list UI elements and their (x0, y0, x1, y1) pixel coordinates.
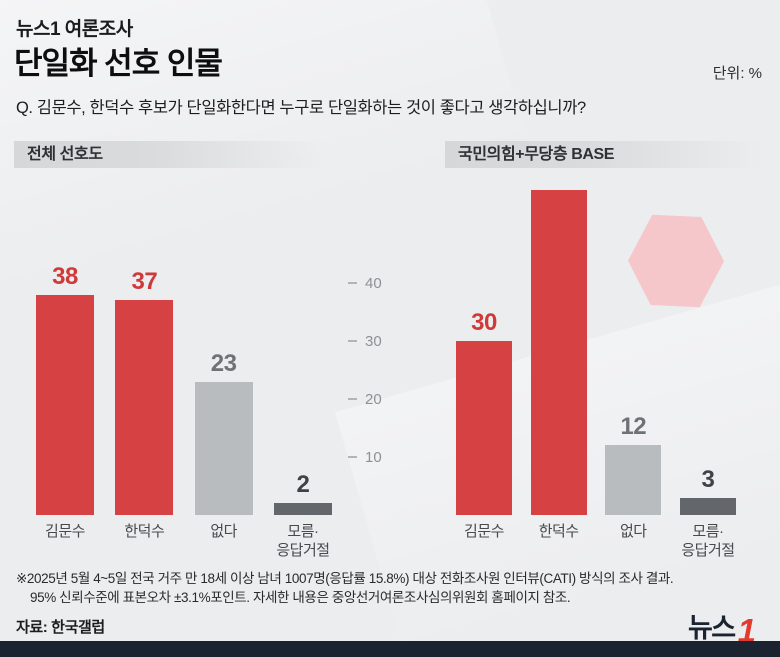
axis-tick: 30 (348, 331, 382, 351)
bar (36, 295, 94, 515)
tick-mark (348, 456, 357, 458)
bar-value-label: 23 (210, 350, 237, 377)
chart-ppp-base: 30 김문수 56한덕수 12 없다 3 모름· 응답거절 (456, 175, 736, 561)
tick-mark (348, 340, 357, 342)
tick-mark (348, 282, 357, 284)
bar (605, 445, 662, 515)
axis-tick: 10 (348, 447, 382, 467)
bar-value-label: 37 (131, 268, 158, 295)
bottom-bar (0, 641, 780, 657)
bar-group: 3 모름· 응답거절 (679, 175, 736, 561)
bar-category-label: 없다 (620, 523, 647, 540)
section-label-base: 국민의힘+무당층 BASE (445, 141, 763, 168)
source-label: 자료: 한국갤럽 (16, 619, 105, 636)
y-axis: 40 30 20 10 (348, 175, 402, 515)
bar-group: 12 없다 (605, 175, 662, 561)
bar-value-label: 3 (701, 466, 715, 493)
methodology-note-2: 95% 신뢰수준에 표본오차 ±3.1%포인트. 자세한 내용은 중앙선거여론조… (30, 590, 571, 605)
axis-tick: 20 (348, 389, 382, 409)
bar-value-label: 30 (471, 309, 497, 336)
tick-label: 20 (365, 390, 382, 408)
bar-group: 37 한덕수 (115, 175, 174, 561)
bar-group: 2 모름· 응답거절 (273, 175, 332, 561)
kicker: 뉴스1 여론조사 (16, 19, 133, 40)
tick-label: 30 (365, 332, 382, 350)
methodology-note-1: ※2025년 5월 4~5일 전국 거주 만 18세 이상 남녀 1007명(응… (16, 571, 674, 586)
section-label-base-text: 국민의힘+무당층 BASE (458, 146, 615, 163)
bar-value-label: 38 (52, 263, 78, 290)
survey-question: Q. 김문수, 한덕수 후보가 단일화한다면 누구로 단일화하는 것이 좋다고 … (16, 99, 586, 117)
bar-category-label: 김문수 (464, 523, 504, 540)
bar (194, 382, 253, 515)
tick-label: 10 (365, 448, 382, 466)
bar (273, 503, 332, 515)
bar (115, 300, 174, 515)
logo-text: 뉴스 (687, 613, 736, 643)
chart-overall-preference: 38 김문수 37 한덕수 23 없다 2 모름· 응답거절 (36, 175, 332, 561)
bar (530, 190, 587, 515)
bar-value-label: 12 (620, 413, 647, 440)
page-title: 단일화 선호 인물 (14, 46, 223, 81)
bar-category-label: 한덕수 (124, 523, 165, 540)
bar-category-label: 김문수 (45, 523, 85, 540)
bar-value-label: 2 (296, 471, 310, 498)
bar-group: 56한덕수 (530, 175, 587, 561)
section-label-overall-text: 전체 선호도 (27, 146, 103, 163)
bar (679, 498, 736, 515)
axis-tick: 40 (348, 273, 382, 293)
bar (456, 341, 512, 515)
bar-group: 30 김문수 (456, 175, 512, 561)
bar-category-label: 모름· 응답거절 (681, 523, 735, 559)
news1-logo: 뉴스 1 (687, 606, 756, 649)
bar-group: 38 김문수 (36, 175, 94, 561)
section-label-overall: 전체 선호도 (14, 141, 326, 168)
unit-label: 단위: % (712, 65, 762, 82)
bar-category-label: 모름· 응답거절 (276, 523, 330, 559)
bar-group: 23 없다 (194, 175, 253, 561)
tick-mark (348, 398, 357, 400)
tick-label: 40 (365, 274, 382, 292)
bar-category-label: 한덕수 (538, 523, 579, 540)
logo-one: 1 (737, 611, 756, 649)
bar-category-label: 없다 (210, 523, 237, 540)
